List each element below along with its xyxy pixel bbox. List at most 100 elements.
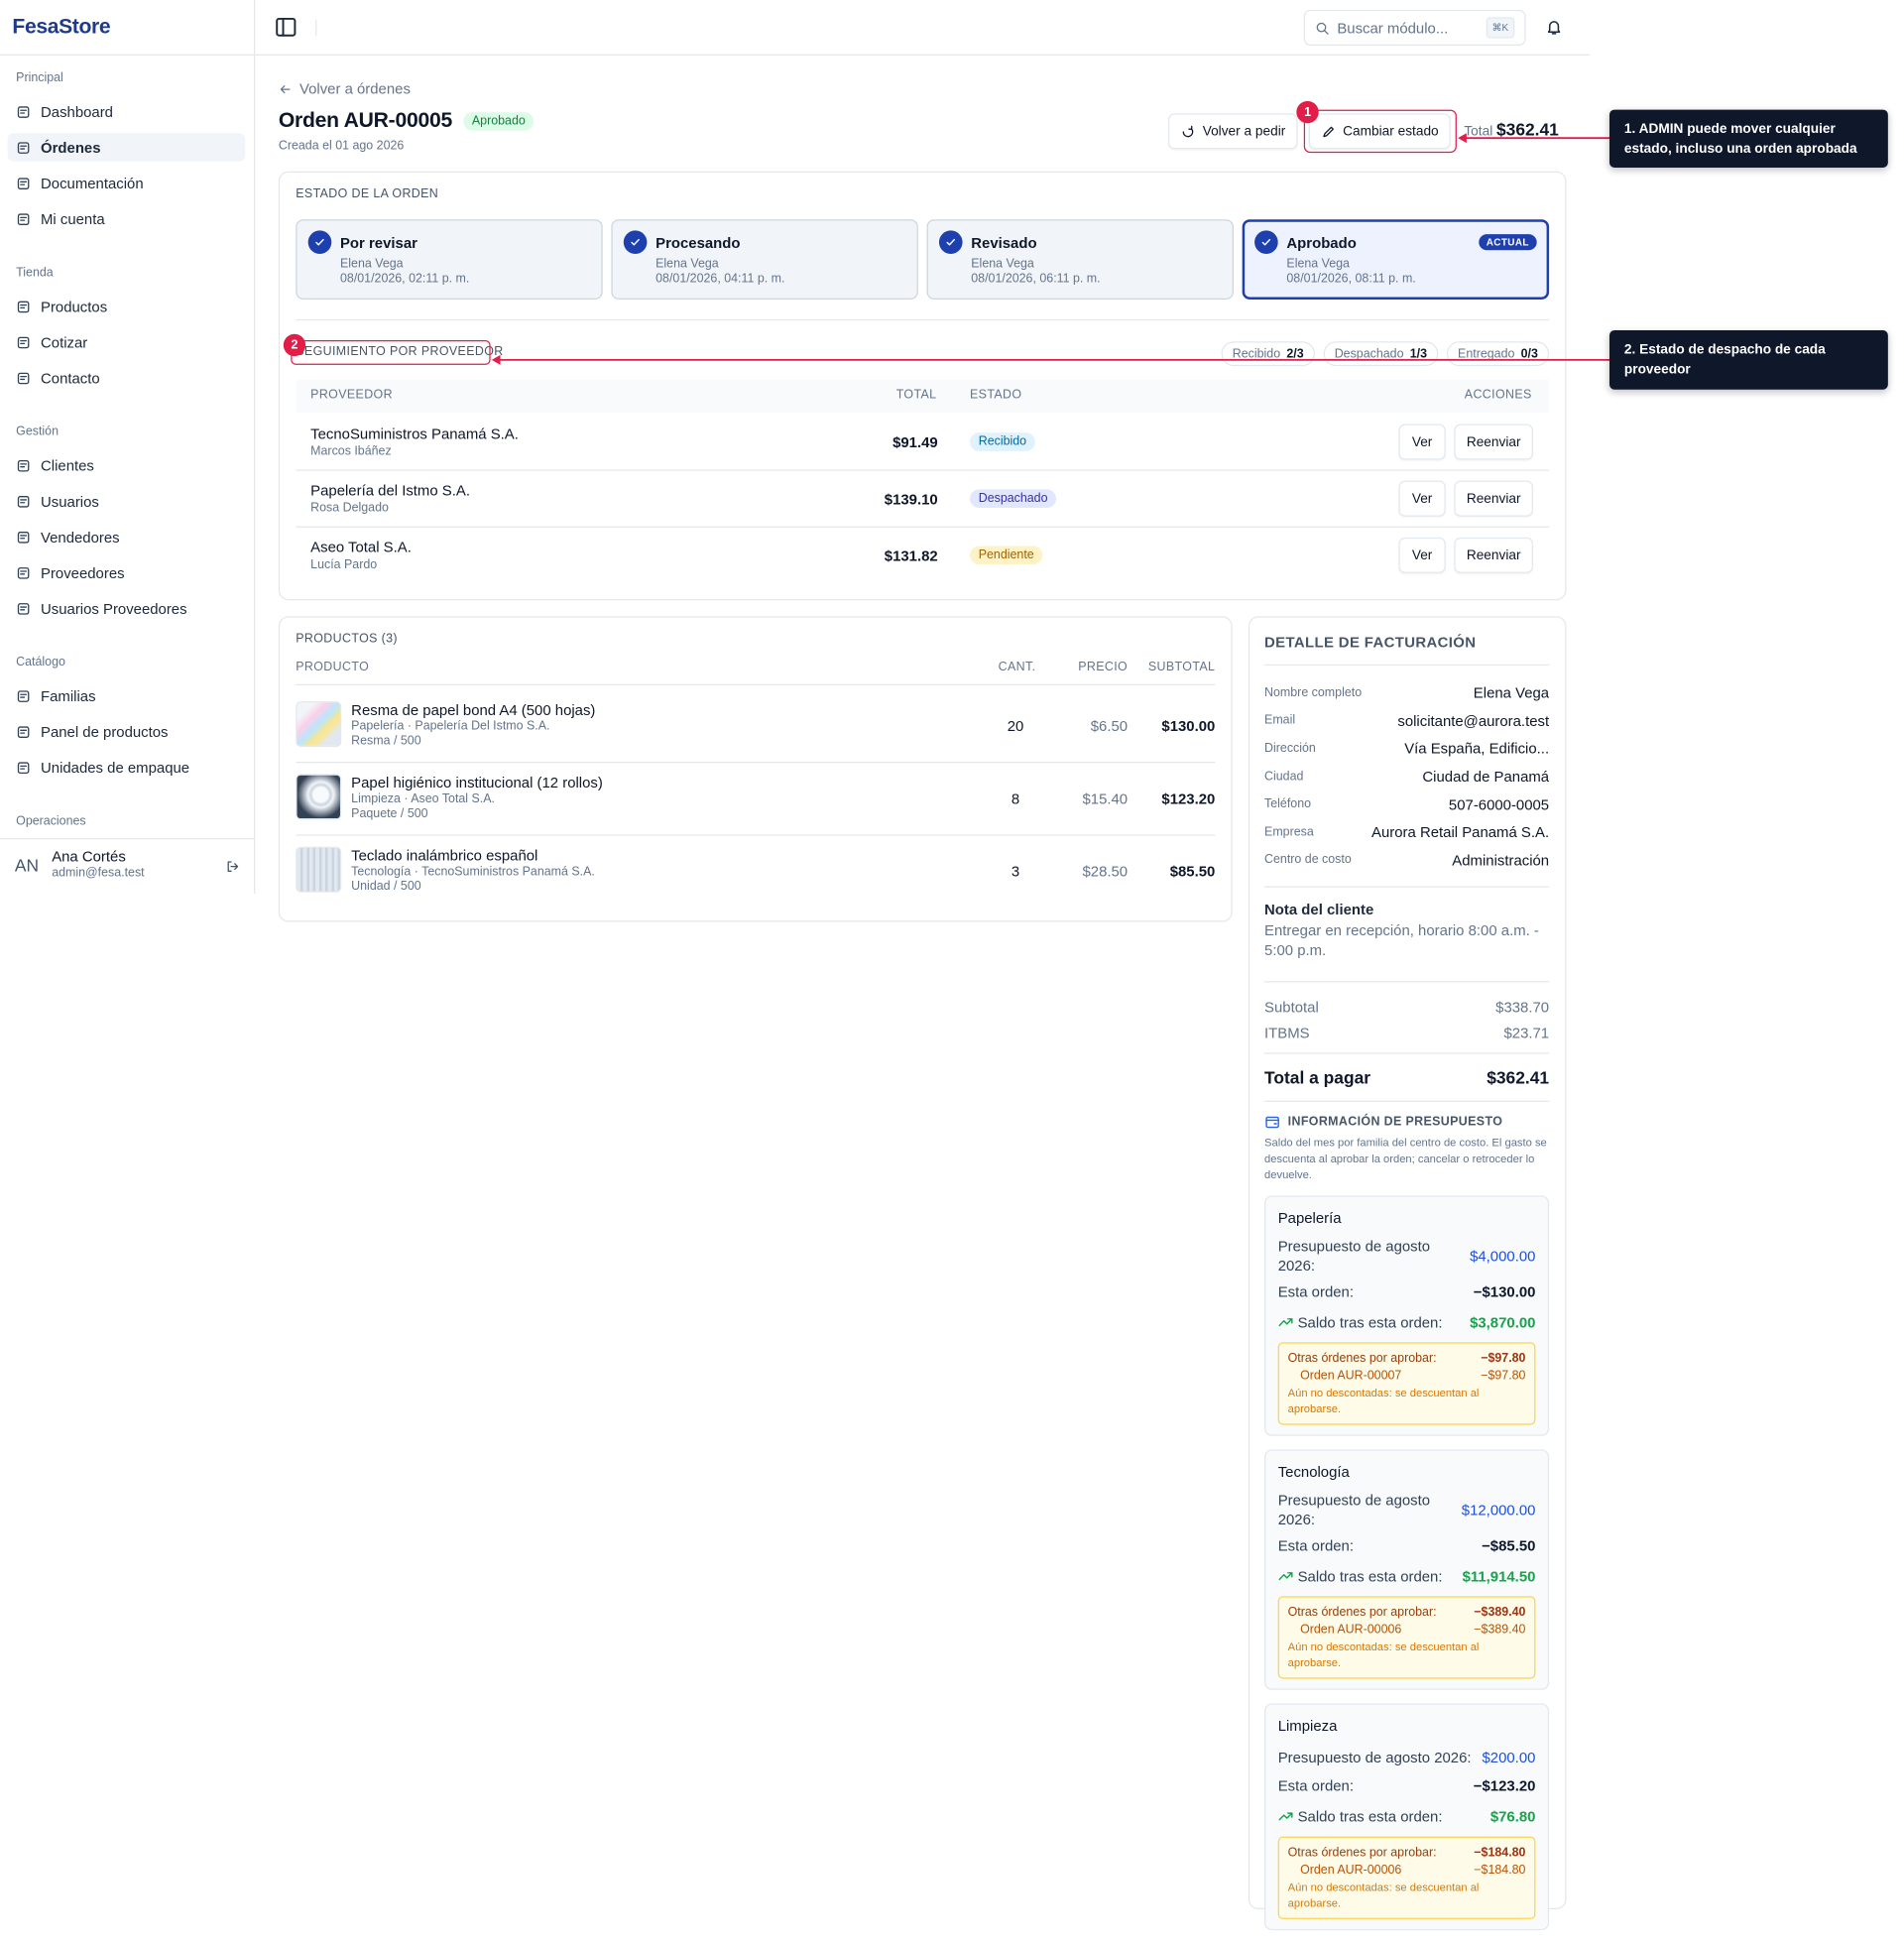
nav-item[interactable]: Unidades de empaque xyxy=(7,753,245,782)
status-step xyxy=(926,219,1234,300)
nav-item[interactable]: Proveedores xyxy=(7,558,245,587)
nav-label: Cotizar xyxy=(41,333,88,351)
total-value: $23.71 xyxy=(1503,1024,1550,1041)
notifications[interactable] xyxy=(1545,19,1562,43)
pending-value: −$184.80 xyxy=(1474,1846,1526,1860)
nav-item[interactable]: Clientes xyxy=(7,451,245,480)
status-step xyxy=(611,219,918,300)
supplier-total: $91.49 xyxy=(892,433,938,451)
icon xyxy=(1278,1572,1293,1581)
nav-label: Dashboard xyxy=(41,102,113,121)
balance-row: Saldo tras esta orden: $3,870.00 xyxy=(1278,1309,1536,1335)
view-button[interactable]: Ver xyxy=(1398,480,1446,517)
pending-box: Otras órdenes por aprobar: −$184.80 Orden … xyxy=(1277,1836,1536,1920)
field-label: Teléfono xyxy=(1264,797,1312,811)
product-subtotal: $85.50 xyxy=(1169,862,1216,881)
button-label: Cambiar estado xyxy=(1343,123,1439,139)
field-label: Ciudad xyxy=(1264,770,1304,784)
row-divider xyxy=(296,469,1550,471)
pending-row: Otras órdenes por aprobar: −$97.80 xyxy=(1288,1350,1526,1367)
step-name: Por revisar xyxy=(339,234,417,252)
pending-order: Orden AUR-00006 −$389.40 xyxy=(1288,1621,1526,1638)
nav-label: Vendedores xyxy=(41,528,120,546)
nav-item[interactable]: Mi cuenta xyxy=(7,204,245,233)
icon xyxy=(17,602,30,615)
nav-item[interactable]: Familias xyxy=(7,681,245,710)
summary-pill: Despachado 1/3 xyxy=(1323,341,1439,367)
nav-item[interactable]: Cotizar xyxy=(7,328,245,357)
step-date: 08/01/2026, 06:11 p. m. xyxy=(971,272,1101,287)
supplier-total: $139.10 xyxy=(884,490,938,509)
reorder-button[interactable]: Volver a pedir xyxy=(1168,113,1298,150)
nav-label: Documentación xyxy=(41,174,144,192)
order-label: Esta orden: xyxy=(1277,1776,1354,1794)
nav-item[interactable]: Panel de productos xyxy=(7,717,245,746)
nav-label: Proveedores xyxy=(41,563,125,581)
billing-content: DETALLE DE FACTURACIÓN Nombre completo Ele… xyxy=(1264,634,1550,1944)
nav-label: Usuarios xyxy=(41,492,99,510)
pending-note: Aún no descontadas: se descuentan al apr… xyxy=(1287,1881,1480,1910)
resend-button[interactable]: Reenviar xyxy=(1454,424,1533,460)
product-name: Papel higiénico institucional (12 rollos… xyxy=(351,774,603,791)
view-button[interactable]: Ver xyxy=(1398,424,1446,460)
note-title: Nota del cliente xyxy=(1264,901,1374,919)
pending-box: Otras órdenes por aprobar: −$389.40 Orden … xyxy=(1277,1596,1536,1679)
order-title: Orden AUR-00005 xyxy=(278,108,452,132)
order-heading: Orden AUR-00005 Aprobado xyxy=(279,108,535,133)
total-value: $362.41 xyxy=(1487,1066,1550,1087)
pending-order-amount: −$389.40 xyxy=(1474,1623,1526,1637)
nav-item[interactable]: Usuarios xyxy=(7,487,245,516)
icon xyxy=(17,177,30,189)
nav-item[interactable]: Órdenes xyxy=(7,133,246,162)
column-header: CANT. xyxy=(998,661,1036,674)
resend-button[interactable]: Reenviar xyxy=(1454,480,1533,517)
icon xyxy=(17,459,30,471)
billing-field: Nombre completo Elena Vega xyxy=(1264,679,1549,707)
icon xyxy=(227,861,239,872)
product-unit: Unidad / 500 xyxy=(351,880,421,894)
field-value: solicitante@aurora.test xyxy=(1397,712,1550,730)
resend-button[interactable]: Reenviar xyxy=(1454,537,1533,573)
nav-item[interactable]: Dashboard xyxy=(7,97,245,126)
budget-value: $12,000.00 xyxy=(1461,1501,1536,1519)
sidebar-toggle[interactable] xyxy=(275,16,297,45)
pending-note: Aún no descontadas: se descuentan al apr… xyxy=(1287,1640,1480,1669)
balance-text: Saldo tras esta orden: xyxy=(1297,1567,1443,1585)
order-value: −$130.00 xyxy=(1473,1282,1536,1300)
back-link[interactable]: Volver a órdenes xyxy=(279,80,411,97)
field-label: Dirección xyxy=(1264,742,1316,756)
nav-item[interactable]: Usuarios Proveedores xyxy=(7,594,245,623)
row-divider xyxy=(296,526,1550,528)
logout-button[interactable] xyxy=(225,858,240,880)
icon xyxy=(1265,1116,1279,1129)
annotation-badge: 1 xyxy=(1296,100,1319,124)
balance-value: $11,914.50 xyxy=(1462,1567,1536,1585)
column-header: PRECIO xyxy=(1078,661,1129,674)
product-subtotal: $130.00 xyxy=(1161,717,1216,735)
nav-item[interactable]: Productos xyxy=(7,293,245,321)
change-status-button[interactable]: Cambiar estado xyxy=(1308,113,1451,150)
balance-value: $3,870.00 xyxy=(1470,1313,1536,1331)
nav-item[interactable]: Contacto xyxy=(7,364,245,393)
product-qty: 20 xyxy=(1007,717,1024,735)
icon xyxy=(1322,126,1334,137)
step-name: Revisado xyxy=(971,234,1037,252)
icon xyxy=(17,372,30,384)
search-box[interactable]: Buscar módulo... ⌘K xyxy=(1303,9,1526,46)
icon xyxy=(17,531,30,543)
billing-field: Centro de costo Administración xyxy=(1264,846,1549,874)
field-label: Email xyxy=(1264,714,1296,728)
field-value: Aurora Retail Panamá S.A. xyxy=(1371,823,1550,841)
table-header xyxy=(296,379,1550,414)
section-title: Operaciones xyxy=(16,814,86,829)
total-row: ITBMS $23.71 xyxy=(1264,1020,1549,1045)
section-title: Catálogo xyxy=(16,656,65,669)
nav-item[interactable]: Documentación xyxy=(7,169,245,197)
view-button[interactable]: Ver xyxy=(1398,537,1446,573)
nav-item[interactable]: Vendedores xyxy=(7,523,245,551)
billing-field: Dirección Vía España, Edificio... xyxy=(1264,735,1549,763)
order-value: −$123.20 xyxy=(1473,1776,1536,1794)
divider xyxy=(0,54,255,56)
budget-description: Saldo del mes por familia del centro de … xyxy=(1264,1136,1547,1181)
